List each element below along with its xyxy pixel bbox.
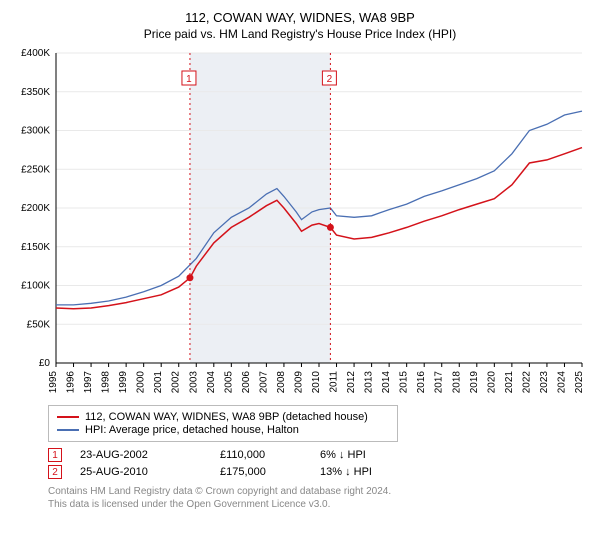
svg-text:£300K: £300K xyxy=(21,126,50,137)
legend-row-subject: 112, COWAN WAY, WIDNES, WA8 9BP (detache… xyxy=(57,411,389,423)
sale-pct: 6% ↓ HPI xyxy=(320,449,380,461)
svg-text:2013: 2013 xyxy=(364,371,375,394)
legend-label-hpi: HPI: Average price, detached house, Halt… xyxy=(85,424,299,436)
legend-swatch-subject xyxy=(57,416,79,418)
sale-row: 1 23-AUG-2002£110,0006% ↓ HPI xyxy=(48,448,588,462)
svg-text:1995: 1995 xyxy=(48,371,59,394)
svg-text:1998: 1998 xyxy=(101,371,112,394)
svg-text:2018: 2018 xyxy=(451,371,462,394)
footer-line-1: Contains HM Land Registry data © Crown c… xyxy=(48,485,588,498)
chart-svg: £0 £50K £100K £150K £200K £250K £300K £350K £400… xyxy=(12,49,588,399)
svg-text:2006: 2006 xyxy=(241,371,252,394)
legend-row-hpi: HPI: Average price, detached house, Halt… xyxy=(57,424,389,436)
svg-text:2023: 2023 xyxy=(539,371,550,394)
svg-text:2020: 2020 xyxy=(486,371,497,394)
svg-text:2014: 2014 xyxy=(381,371,392,394)
footer-line-2: This data is licensed under the Open Gov… xyxy=(48,498,588,511)
svg-text:2009: 2009 xyxy=(293,371,304,394)
svg-text:2010: 2010 xyxy=(311,371,322,394)
sale-marker-box: 1 xyxy=(48,448,62,462)
svg-text:£350K: £350K xyxy=(21,87,50,98)
svg-text:2024: 2024 xyxy=(556,371,567,394)
legend: 112, COWAN WAY, WIDNES, WA8 9BP (detache… xyxy=(48,405,398,442)
svg-text:1997: 1997 xyxy=(83,371,94,394)
svg-text:2008: 2008 xyxy=(276,371,287,394)
svg-text:2015: 2015 xyxy=(399,371,410,394)
sale-price: £175,000 xyxy=(220,466,320,478)
svg-text:£0: £0 xyxy=(39,358,51,369)
legend-label-subject: 112, COWAN WAY, WIDNES, WA8 9BP (detache… xyxy=(85,411,368,423)
legend-swatch-hpi xyxy=(57,429,79,431)
svg-text:2005: 2005 xyxy=(223,371,234,394)
svg-text:1999: 1999 xyxy=(118,371,129,394)
svg-text:£100K: £100K xyxy=(21,281,50,292)
sale-date: 23-AUG-2002 xyxy=(80,449,220,461)
svg-text:2000: 2000 xyxy=(136,371,147,394)
svg-text:2: 2 xyxy=(327,74,333,85)
svg-text:2019: 2019 xyxy=(469,371,480,394)
chart: £0 £50K £100K £150K £200K £250K £300K £350K £400… xyxy=(12,49,588,399)
svg-text:2017: 2017 xyxy=(434,371,445,394)
svg-text:1996: 1996 xyxy=(66,371,77,394)
svg-text:£200K: £200K xyxy=(21,203,50,214)
svg-text:£150K: £150K xyxy=(21,242,50,253)
svg-text:2025: 2025 xyxy=(574,371,585,394)
title: 112, COWAN WAY, WIDNES, WA8 9BP xyxy=(12,10,588,25)
svg-text:1: 1 xyxy=(186,74,192,85)
svg-text:2007: 2007 xyxy=(258,371,269,394)
svg-text:2011: 2011 xyxy=(329,371,340,393)
sale-pct: 13% ↓ HPI xyxy=(320,466,380,478)
svg-text:2003: 2003 xyxy=(188,371,199,394)
footer: Contains HM Land Registry data © Crown c… xyxy=(48,485,588,511)
sales-table: 1 23-AUG-2002£110,0006% ↓ HPI 2 25-AUG-2010… xyxy=(48,448,588,479)
svg-text:2001: 2001 xyxy=(153,371,164,394)
svg-text:2016: 2016 xyxy=(416,371,427,394)
sale-date: 25-AUG-2010 xyxy=(80,466,220,478)
svg-text:2021: 2021 xyxy=(504,371,515,394)
svg-text:2012: 2012 xyxy=(346,371,357,394)
sale-price: £110,000 xyxy=(220,449,320,461)
sale-row: 2 25-AUG-2010£175,00013% ↓ HPI xyxy=(48,465,588,479)
svg-text:2004: 2004 xyxy=(206,371,217,394)
svg-text:2002: 2002 xyxy=(171,371,182,394)
sale-marker-box: 2 xyxy=(48,465,62,479)
subtitle: Price paid vs. HM Land Registry's House … xyxy=(12,27,588,41)
svg-text:£400K: £400K xyxy=(21,49,50,59)
chart-container: 112, COWAN WAY, WIDNES, WA8 9BP Price pa… xyxy=(0,0,600,521)
svg-text:£50K: £50K xyxy=(27,319,51,330)
svg-text:2022: 2022 xyxy=(521,371,532,394)
svg-text:£250K: £250K xyxy=(21,164,50,175)
